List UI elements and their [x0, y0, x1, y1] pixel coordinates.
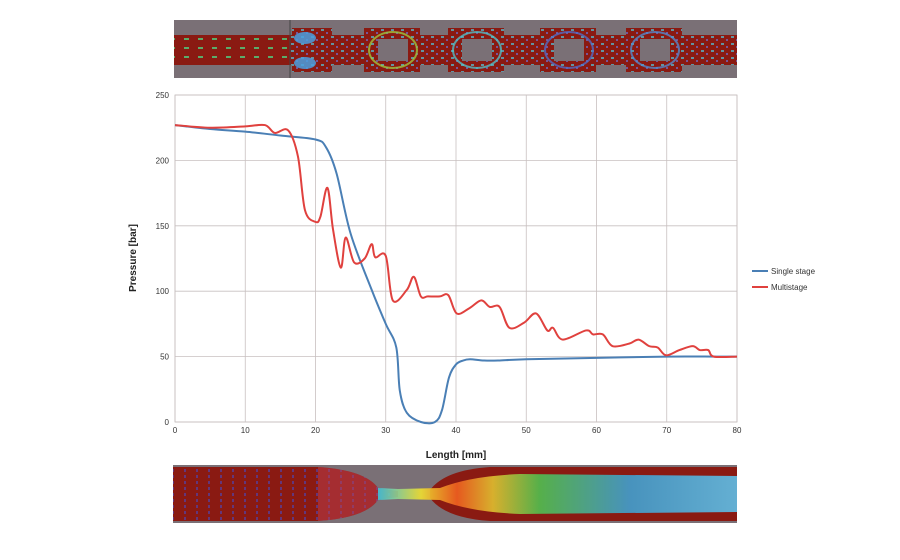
x-tick-label: 10 — [241, 426, 250, 435]
y-tick-label: 250 — [156, 91, 170, 100]
x-tick-label: 20 — [311, 426, 320, 435]
x-tick-label: 40 — [452, 426, 461, 435]
series-line-single-stage — [174, 124, 737, 425]
y-tick-label: 150 — [156, 222, 170, 231]
single-stage-cfd-image — [173, 465, 737, 523]
x-tick-label: 80 — [733, 426, 742, 435]
x-tick-label: 50 — [522, 426, 531, 435]
y-tick-label: 200 — [156, 156, 170, 165]
pressure-chart: 0 10 20 30 40 50 60 70 80 0 50 100 150 200 250 Length … — [128, 91, 816, 461]
x-tick-label: 70 — [662, 426, 671, 435]
multistage-cfd-image — [174, 20, 737, 78]
x-tick-label: 0 — [173, 426, 178, 435]
legend-label-single-stage: Single stage — [771, 267, 816, 276]
legend: Single stage Multistage — [752, 267, 816, 292]
series-line-multistage — [174, 123, 738, 359]
y-tick-label: 50 — [160, 353, 169, 362]
y-axis-label: Pressure [bar] — [128, 224, 139, 292]
y-tick-label: 0 — [165, 418, 170, 427]
y-tick-label: 100 — [156, 287, 170, 296]
x-tick-label: 30 — [381, 426, 390, 435]
x-tick-label: 60 — [592, 426, 601, 435]
legend-label-multistage: Multistage — [771, 283, 808, 292]
x-axis-label: Length [mm] — [426, 450, 487, 461]
